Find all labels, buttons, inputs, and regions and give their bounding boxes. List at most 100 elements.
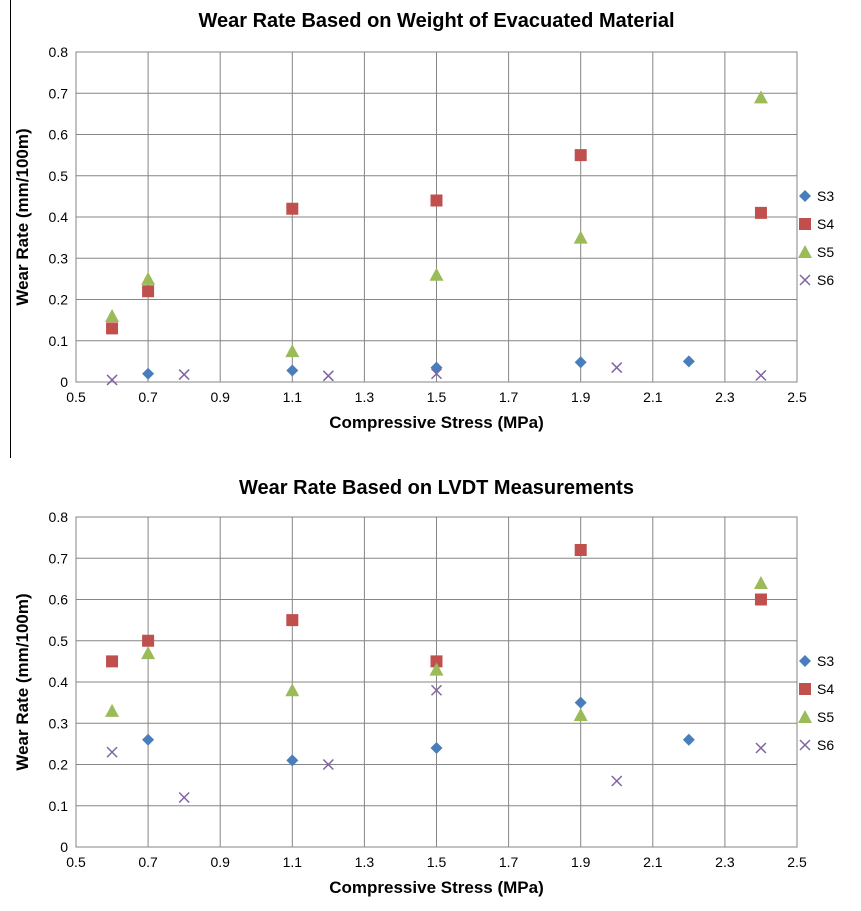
- x-tick-label: 2.3: [715, 854, 735, 870]
- data-point-s6: [430, 684, 443, 696]
- x-tick-label: 1.7: [499, 389, 519, 405]
- y-axis-label: Wear Rate (mm/100m): [13, 128, 32, 305]
- series-s4: [106, 544, 767, 668]
- data-point-s5: [285, 683, 300, 697]
- data-point-s4: [430, 194, 443, 207]
- data-point-s5: [429, 662, 444, 676]
- data-point-s6: [106, 746, 118, 758]
- series-s4: [106, 149, 767, 335]
- y-tick-label: 0.4: [49, 209, 69, 225]
- chart-title: Wear Rate Based on Weight of Evacuated M…: [198, 10, 674, 32]
- y-tick-label: 0.8: [49, 509, 69, 525]
- series-s5: [105, 90, 768, 358]
- legend-entry-s3: S3: [799, 653, 834, 669]
- data-point-s3: [682, 733, 695, 746]
- series-s3: [142, 355, 695, 380]
- data-point-s5: [105, 703, 120, 717]
- data-point-s3: [682, 355, 695, 368]
- x-tick-label: 0.9: [210, 389, 230, 405]
- data-point-s6: [322, 370, 334, 382]
- data-point-s5: [285, 344, 300, 358]
- legend-entry-s5: S5: [798, 709, 834, 725]
- data-point-s3: [430, 742, 443, 754]
- legend-label: S3: [817, 653, 834, 669]
- legend-entry-s3: S3: [799, 188, 834, 204]
- data-point-s6: [430, 368, 443, 380]
- legend-label: S5: [817, 709, 834, 725]
- y-tick-label: 0.3: [49, 250, 69, 266]
- data-point-s4: [286, 202, 299, 215]
- data-point-s4: [799, 218, 811, 230]
- legend-label: S3: [817, 188, 834, 204]
- y-tick-label: 0: [60, 374, 68, 390]
- y-tick-label: 0.8: [49, 44, 69, 60]
- data-point-s5: [753, 576, 768, 589]
- data-point-s6: [755, 742, 767, 754]
- data-point-s5: [753, 90, 768, 104]
- series-s6: [106, 684, 767, 804]
- data-point-s4: [799, 683, 811, 695]
- data-point-s4: [754, 593, 767, 606]
- data-point-s4: [430, 655, 443, 668]
- y-tick-label: 0.6: [49, 127, 69, 143]
- data-point-s4: [142, 285, 155, 298]
- data-point-s5: [573, 708, 588, 721]
- y-tick-label: 0: [60, 839, 68, 855]
- data-point-s5: [798, 245, 812, 258]
- data-point-s5: [798, 710, 812, 723]
- y-tick-label: 0.6: [49, 592, 69, 608]
- data-point-s5: [573, 230, 588, 244]
- data-point-s6: [178, 369, 190, 381]
- data-point-s3: [799, 190, 811, 202]
- data-point-s6: [322, 758, 334, 771]
- data-point-s5: [105, 309, 120, 322]
- y-tick-label: 0.5: [49, 168, 69, 184]
- series-s3: [142, 696, 695, 767]
- legend-label: S4: [817, 681, 834, 697]
- x-tick-label: 2.5: [787, 854, 807, 870]
- x-tick-label: 1.9: [571, 389, 591, 405]
- x-tick-label: 0.5: [66, 389, 86, 405]
- data-point-s6: [178, 791, 190, 804]
- x-tick-label: 1.3: [355, 389, 375, 405]
- data-point-s4: [142, 634, 155, 647]
- legend-label: S5: [817, 244, 834, 260]
- x-tick-label: 1.5: [427, 854, 447, 870]
- data-point-s5: [429, 267, 444, 281]
- x-axis-label: Compressive Stress (MPa): [329, 878, 543, 897]
- data-point-s6: [106, 374, 118, 386]
- y-tick-label: 0.2: [49, 757, 69, 773]
- data-point-s6: [611, 775, 623, 787]
- data-point-s4: [106, 322, 119, 335]
- x-tick-label: 1.5: [427, 389, 447, 405]
- chart-weight-evacuated-svg: Wear Rate Based on Weight of Evacuated M…: [13, 10, 834, 432]
- y-axis-label: Wear Rate (mm/100m): [13, 593, 32, 770]
- data-point-s5: [141, 271, 156, 285]
- data-point-s4: [286, 614, 299, 627]
- data-point-s3: [799, 655, 811, 667]
- x-tick-label: 2.1: [643, 854, 663, 870]
- x-tick-label: 0.7: [138, 854, 158, 870]
- x-tick-label: 0.9: [210, 854, 230, 870]
- y-tick-label: 0.4: [49, 674, 69, 690]
- x-tick-label: 0.7: [138, 389, 158, 405]
- legend-entry-s6: S6: [799, 737, 834, 753]
- x-tick-label: 1.7: [499, 854, 519, 870]
- x-tick-label: 1.9: [571, 854, 591, 870]
- legend-entry-s5: S5: [798, 244, 834, 260]
- data-point-s3: [286, 754, 299, 767]
- legend-entry-s6: S6: [799, 272, 834, 288]
- chart-title: Wear Rate Based on LVDT Measurements: [239, 477, 634, 499]
- chart-weight-evacuated: Wear Rate Based on Weight of Evacuated M…: [0, 0, 861, 455]
- data-point-s4: [106, 655, 119, 668]
- data-point-s3: [142, 367, 155, 380]
- data-point-s3: [142, 733, 155, 746]
- y-tick-label: 0.7: [49, 550, 69, 566]
- legend-entry-s4: S4: [799, 216, 834, 232]
- data-point-s6: [799, 274, 811, 286]
- legend-label: S6: [817, 272, 834, 288]
- x-tick-label: 2.3: [715, 389, 735, 405]
- x-tick-label: 2.1: [643, 389, 663, 405]
- data-point-s6: [611, 362, 623, 374]
